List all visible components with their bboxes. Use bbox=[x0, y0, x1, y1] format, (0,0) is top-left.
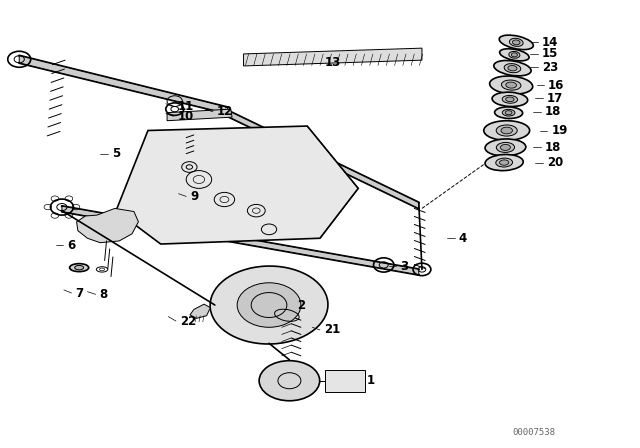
Text: 17: 17 bbox=[547, 92, 563, 105]
Ellipse shape bbox=[499, 35, 533, 50]
Text: 20: 20 bbox=[547, 156, 563, 169]
Circle shape bbox=[237, 283, 301, 327]
Polygon shape bbox=[19, 56, 228, 114]
Text: 1: 1 bbox=[367, 374, 375, 387]
Text: 18: 18 bbox=[545, 105, 561, 118]
Text: 00007538: 00007538 bbox=[513, 428, 556, 437]
Ellipse shape bbox=[484, 121, 530, 140]
Text: 21: 21 bbox=[324, 323, 340, 336]
Polygon shape bbox=[228, 111, 419, 208]
Text: 7: 7 bbox=[76, 287, 83, 300]
Ellipse shape bbox=[502, 109, 515, 116]
Polygon shape bbox=[62, 206, 419, 275]
Ellipse shape bbox=[495, 107, 523, 119]
Polygon shape bbox=[77, 208, 138, 243]
Ellipse shape bbox=[496, 158, 513, 167]
Text: 8: 8 bbox=[100, 288, 108, 301]
Ellipse shape bbox=[513, 40, 520, 45]
Ellipse shape bbox=[501, 127, 513, 134]
Text: 14: 14 bbox=[541, 36, 558, 49]
Ellipse shape bbox=[70, 263, 89, 271]
Text: 3: 3 bbox=[400, 260, 408, 273]
Ellipse shape bbox=[485, 155, 524, 171]
Ellipse shape bbox=[497, 142, 515, 152]
Text: 9: 9 bbox=[190, 190, 198, 203]
Ellipse shape bbox=[506, 97, 514, 102]
Ellipse shape bbox=[210, 266, 328, 344]
Ellipse shape bbox=[500, 49, 529, 61]
Text: 5: 5 bbox=[112, 147, 120, 160]
Text: 22: 22 bbox=[180, 314, 196, 327]
Polygon shape bbox=[116, 126, 358, 244]
Text: 12: 12 bbox=[217, 105, 233, 118]
Text: 18: 18 bbox=[545, 141, 561, 154]
Text: 15: 15 bbox=[541, 47, 558, 60]
Text: 19: 19 bbox=[551, 124, 568, 137]
Ellipse shape bbox=[508, 65, 517, 71]
Ellipse shape bbox=[500, 144, 511, 151]
Ellipse shape bbox=[485, 139, 526, 156]
Ellipse shape bbox=[509, 39, 523, 47]
Text: 4: 4 bbox=[459, 232, 467, 245]
Text: 23: 23 bbox=[541, 61, 558, 74]
Polygon shape bbox=[190, 304, 211, 319]
Ellipse shape bbox=[500, 160, 509, 165]
Ellipse shape bbox=[496, 125, 517, 136]
Text: 2: 2 bbox=[297, 298, 305, 311]
Ellipse shape bbox=[494, 60, 531, 76]
Ellipse shape bbox=[502, 95, 518, 103]
Ellipse shape bbox=[501, 80, 521, 90]
Ellipse shape bbox=[506, 82, 516, 88]
Ellipse shape bbox=[505, 111, 512, 115]
Polygon shape bbox=[244, 48, 422, 66]
FancyBboxPatch shape bbox=[325, 370, 365, 392]
Text: 16: 16 bbox=[548, 78, 564, 91]
Ellipse shape bbox=[492, 92, 528, 107]
Ellipse shape bbox=[490, 76, 532, 94]
Ellipse shape bbox=[75, 265, 84, 270]
Text: 10: 10 bbox=[177, 110, 193, 123]
Polygon shape bbox=[167, 109, 232, 121]
Ellipse shape bbox=[509, 52, 520, 58]
Text: 13: 13 bbox=[325, 56, 341, 69]
Ellipse shape bbox=[504, 64, 521, 73]
Text: 11: 11 bbox=[177, 99, 193, 112]
Ellipse shape bbox=[259, 361, 320, 401]
Text: 6: 6 bbox=[67, 239, 76, 252]
Ellipse shape bbox=[511, 53, 517, 57]
